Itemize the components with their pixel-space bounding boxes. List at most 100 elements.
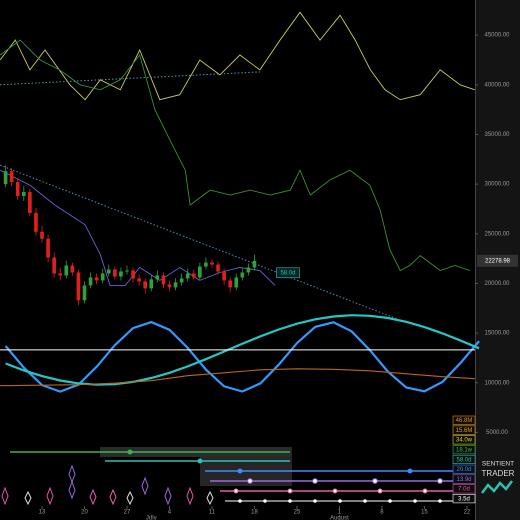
candle-body — [179, 278, 184, 283]
cycle-legend-label: 3.5d — [458, 496, 470, 502]
cycle-legend-label: 58.0d — [456, 457, 471, 463]
cycle-legend-label: 18.1w — [456, 447, 473, 453]
cycle-node — [127, 449, 133, 455]
cycle-legend-label: 7.0d — [458, 487, 470, 493]
x-tick-label: 4 — [168, 510, 172, 516]
cycle-legend-box — [452, 494, 476, 504]
x-tick-label: 20 — [81, 510, 88, 516]
candle-body — [204, 262, 208, 267]
cycle-node — [338, 499, 342, 503]
cycle-node — [287, 488, 293, 494]
y-tick-label: 15000.00 — [484, 331, 510, 337]
candle-body — [252, 260, 257, 268]
candle-body — [191, 273, 196, 278]
candle-body — [34, 212, 38, 232]
y-tick-label: 25000.00 — [484, 231, 510, 237]
month-label: July — [146, 516, 157, 520]
trend-line — [0, 71, 260, 86]
candle-body — [52, 257, 56, 274]
indicator-line — [0, 368, 475, 387]
cycle-node — [238, 499, 242, 503]
candle-body — [58, 273, 63, 276]
candle-body — [161, 275, 166, 285]
cycle-node — [197, 458, 203, 464]
indicator-line — [4, 320, 480, 393]
candle-body — [167, 284, 172, 288]
cycle-diamond — [68, 464, 172, 506]
candle-body — [210, 262, 214, 265]
cycle-legend-box — [452, 445, 476, 455]
cycle-node — [413, 499, 417, 503]
candle-body — [131, 270, 135, 279]
cycle-legend-box — [452, 454, 476, 465]
cycle-legend-label: 46.8M — [456, 418, 473, 424]
cycle-legend-label: 13.9d — [456, 477, 471, 483]
cycle-label-box — [276, 267, 300, 279]
candle-body — [40, 231, 44, 239]
month-label: August — [330, 516, 349, 520]
candle-body — [149, 279, 154, 289]
cycle-node — [237, 468, 243, 474]
price-label-box — [477, 254, 518, 267]
price-label: 22278.98 — [485, 258, 511, 264]
candle-body — [76, 272, 81, 301]
candle-body — [15, 182, 20, 197]
cycle-panel — [1, 447, 513, 506]
cycle-legend-label: 15.6M — [456, 428, 473, 434]
candle-body — [28, 192, 32, 213]
x-tick-label: 25 — [294, 510, 301, 516]
candle-body — [88, 277, 93, 286]
cycle-legend-box — [452, 474, 476, 484]
candle-body — [100, 273, 105, 281]
trend-line — [0, 164, 401, 321]
logo-mark — [481, 480, 513, 494]
cycle-node — [332, 488, 338, 494]
cycle-node — [247, 478, 253, 484]
cycle-legend-label: 34.0w — [456, 438, 473, 444]
candle-body — [198, 266, 202, 278]
x-tick-label: 18 — [251, 510, 258, 516]
candle-body — [137, 278, 141, 282]
y-tick-label: 5000.00 — [486, 430, 508, 436]
cycle-node — [363, 499, 367, 503]
cycle-label: 58.0d — [280, 271, 295, 277]
candle-body — [70, 265, 75, 273]
cycle-node — [407, 468, 413, 474]
candle-body — [94, 277, 99, 281]
cycle-node — [288, 499, 292, 503]
indicator-line — [0, 11, 475, 101]
candle-body — [82, 285, 87, 301]
cycle-node — [233, 488, 239, 494]
logo-text: SENTIENT — [482, 461, 514, 468]
x-tick-label: 11 — [209, 510, 216, 516]
cycle-node — [388, 499, 392, 503]
cycle-node — [438, 499, 442, 503]
indicator-line — [5, 314, 480, 386]
candle-body — [125, 270, 129, 272]
candle-body — [106, 269, 111, 274]
cycle-node — [422, 488, 428, 494]
cycle-legend-box — [452, 435, 476, 445]
candle-body — [113, 269, 117, 277]
cycle-legend-label: 20.0d — [456, 467, 471, 473]
cycle-diamond — [24, 490, 214, 506]
candle-body — [9, 171, 14, 183]
y-tick-label: 35000.00 — [484, 132, 510, 138]
cycle-node — [312, 478, 318, 484]
candle-body — [185, 273, 190, 279]
indicator-line — [0, 39, 471, 272]
y-tick-label: 30000.00 — [484, 182, 510, 188]
cycle-node — [377, 488, 383, 494]
candle-body — [240, 272, 245, 278]
candle-body — [46, 238, 50, 258]
x-tick-label: 8 — [380, 510, 384, 516]
candle-body — [216, 264, 220, 272]
candle-body — [173, 282, 178, 288]
x-tick-label: 22 — [464, 510, 471, 516]
y-tick-label: 40000.00 — [484, 82, 510, 88]
candle-body — [222, 271, 226, 281]
cycle-node — [263, 499, 267, 503]
